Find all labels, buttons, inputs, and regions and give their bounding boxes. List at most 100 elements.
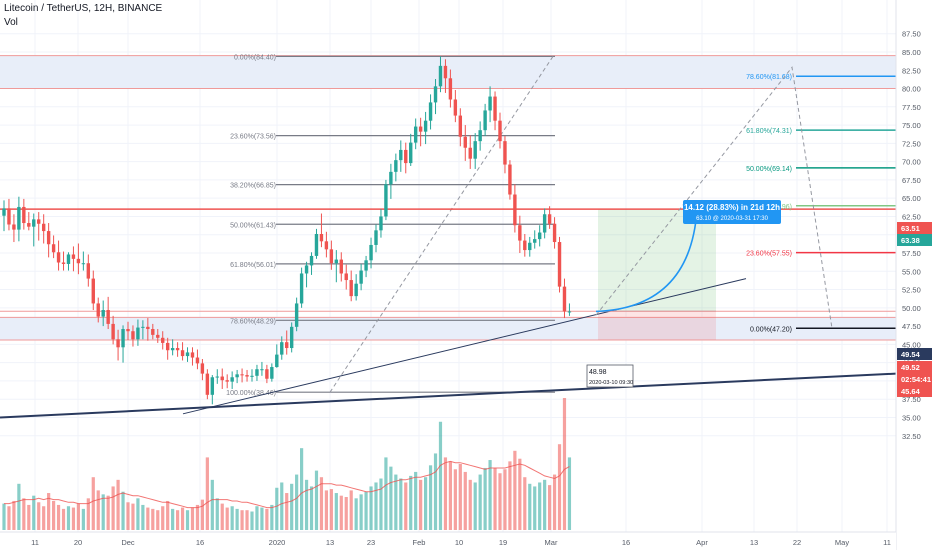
long-position-tool[interactable] [598,209,716,340]
candle [309,252,314,275]
time-tick-label: 16 [622,538,630,547]
volume-bar [543,479,547,530]
candle-body [22,206,26,224]
volume-bar [205,457,209,530]
candle-body [389,171,393,185]
candle [294,297,299,332]
candle-body [76,258,81,264]
price-tick-label: 50.00 [902,304,921,313]
candle [56,240,61,271]
price-axis[interactable]: 87.50 85.00 82.50 80.00 77.50 75.00 72.50 70.00… [895,0,932,550]
fib-retracement[interactable]: 0.00%(84.40) 23.60%(73.56) 38.20%(66.85) 50… [226,54,555,397]
volume-bar [414,471,418,530]
volume-bar [260,507,264,530]
projection-label-line1: 14.12 (28.83%) in 21d 12h [684,203,780,212]
price-tag: 63.51 [897,222,932,234]
price-tick-label: 35.00 [902,413,921,422]
candle [289,322,294,353]
volume-bar [493,467,497,530]
price-tick-label: 62.50 [902,212,921,221]
support-trendline [0,372,897,419]
candle-body [245,375,249,377]
candle [86,254,91,287]
candle [413,118,418,150]
candle [334,250,339,283]
candle-body [210,377,215,395]
volume-bar [47,493,51,530]
candle-body [542,214,547,233]
volume-bar [156,510,160,530]
candle [389,163,393,199]
candle-body [533,239,537,243]
candle [205,369,210,400]
candle-body [374,230,378,245]
volume-bar [255,506,259,530]
candle [17,196,21,242]
candle-body [81,263,86,265]
candle [384,179,388,221]
candle-body [37,219,41,224]
candle-body [32,219,36,227]
volume-bar [111,486,115,530]
time-tick-label: 11 [883,538,891,547]
candle-body [562,286,567,312]
candle [146,318,150,341]
candle [175,342,180,357]
candle-body [7,208,11,225]
volume-bar [498,473,502,530]
candle [319,213,324,248]
time-tick-label: 13 [326,538,334,547]
time-axis-background [0,532,896,550]
candle-body [175,348,180,351]
candle-body [399,149,403,161]
volume-bar [314,470,319,530]
candle [260,361,264,376]
candle-body [101,310,105,317]
volume-bar [240,510,244,530]
candle-body [359,270,363,284]
candle [478,121,482,151]
candle-body [270,367,274,379]
volume-bar [7,506,11,530]
candle [304,261,309,288]
candle [61,251,66,271]
candle [379,209,383,238]
price-axis-background [896,0,932,550]
candle [354,274,358,301]
volume-bar [448,461,452,530]
candle-body [418,126,423,132]
candle-body [458,115,463,137]
time-tick-label: 20 [74,538,82,547]
candle-body [503,141,507,165]
candle-body [488,96,492,111]
candle [37,212,41,241]
fib-ext-trend-line [595,66,833,329]
volume-bar [245,510,249,530]
candle-body [71,254,76,259]
time-axis[interactable]: 11 20 Dec 16 2020 13 23 Feb 10 19 Mar 16 Apr 13 22 May 1… [0,531,896,550]
candle [344,264,348,290]
candle [418,117,423,147]
candle [190,347,195,366]
candle-body [260,369,264,371]
candlesticks [2,56,572,405]
fib-ext-label: 61.80%(74.31) [746,128,792,135]
candle-body [369,244,373,261]
candle [324,231,329,258]
candle [27,212,31,231]
fib-level-label: 100.00%(38.46) [226,390,276,397]
candle [220,368,224,389]
volume-bar [567,457,572,530]
volume-bar [180,507,185,530]
fib-extension[interactable]: 78.60%(81.68)61.80%(74.31)50.00%(69.14)3… [595,66,896,333]
candle [508,160,512,200]
grid-layer [0,0,896,532]
trend-lines[interactable] [0,206,897,419]
candle [498,112,502,149]
volume-bar [52,500,56,530]
candle [339,252,343,282]
candle-body [17,206,21,230]
time-tick-label: Feb [413,538,426,547]
volume-bar [334,493,338,530]
